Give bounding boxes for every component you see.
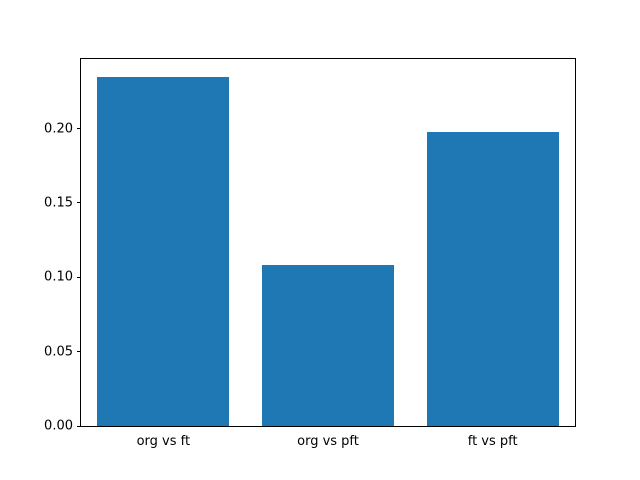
bar-org-vs-ft (97, 76, 230, 426)
y-tick-mark (77, 276, 81, 278)
bar-ft-vs-pft (426, 131, 559, 426)
y-tick-label: 0.05 (44, 344, 73, 360)
x-tick-label: org vs ft (136, 434, 191, 449)
y-tick-label: 0.10 (44, 269, 73, 285)
y-tick-mark (77, 351, 81, 353)
bar-org-vs-pft (262, 265, 394, 426)
x-tick-label: ft vs pft (467, 434, 518, 449)
y-tick-mark (77, 425, 81, 427)
y-tick-label: 0.15 (44, 195, 73, 211)
y-tick-mark (77, 128, 81, 130)
y-tick-label: 0.00 (44, 418, 73, 434)
plot-area: 0.00 0.05 0.10 0.15 0.20 org vs ft org vs pft… (44, 58, 576, 448)
y-tick-label: 0.20 (44, 121, 73, 137)
y-tick-mark (77, 202, 81, 204)
x-tick-label: org vs pft (297, 434, 359, 449)
